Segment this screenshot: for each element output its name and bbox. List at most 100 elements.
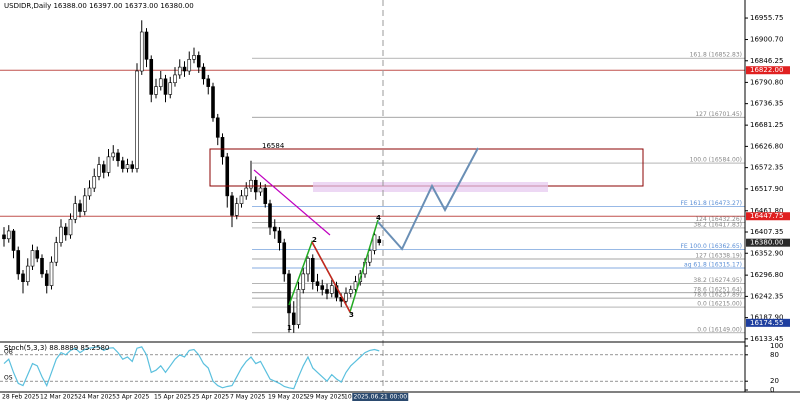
candle-body <box>163 78 168 95</box>
x-tick-label: 24 Mar 2025 <box>78 394 116 401</box>
price-tag <box>746 318 790 327</box>
level-label: OB <box>4 348 13 355</box>
candle-body <box>78 203 82 212</box>
candle-body <box>158 78 163 87</box>
y-tick-label: 16955.75 <box>750 14 783 22</box>
candle-body <box>144 31 149 60</box>
y-tick-label: 16572.35 <box>750 164 783 172</box>
y-tick-label: 16407.35 <box>750 228 783 236</box>
candle-body <box>139 31 144 72</box>
candle-body <box>59 226 63 243</box>
x-tick-label: 25 Apr 2025 <box>192 394 229 401</box>
candle-body <box>282 242 287 275</box>
y-tick-label: 16790.80 <box>750 78 783 86</box>
fib-label: 78.6 (16237.89) <box>693 292 742 299</box>
wave-label: 3 <box>349 311 354 319</box>
candle-body <box>40 257 44 275</box>
price-tag-label: 16822.00 <box>750 66 783 74</box>
fib-label: 0.0 (16215.00) <box>697 301 742 308</box>
y-tick-label: 100 <box>770 342 783 350</box>
y-tick-label: 16187.90 <box>750 314 783 322</box>
candle-body <box>192 55 196 60</box>
candle-body <box>6 230 11 240</box>
y-tick-label: 16681.25 <box>750 121 783 129</box>
candle-body <box>87 187 92 197</box>
x-tick-label: 2025.06.21 00:00 <box>353 394 407 401</box>
price-tag-label: 16174.55 <box>750 319 783 327</box>
candle-body <box>367 250 372 263</box>
candle-body <box>258 187 263 193</box>
wave-label: 1 <box>287 324 292 332</box>
candle-body <box>135 70 139 169</box>
candle-body <box>272 226 277 232</box>
indicator-title: Stoch(5,3,3) 88.8889 85.2580 <box>4 344 109 352</box>
y-tick-label: 16461.80 <box>750 207 783 215</box>
candle-body <box>63 226 68 236</box>
candle-body <box>101 164 106 173</box>
y-tick-label: 16517.90 <box>750 185 783 193</box>
candle-body <box>234 203 239 216</box>
y-tick-label: 20 <box>770 377 779 385</box>
candle-body <box>97 164 101 177</box>
candle-body <box>287 273 291 314</box>
candle-body <box>377 239 382 243</box>
x-tick-label: 19 May 2025 <box>268 394 307 401</box>
candle-body <box>249 179 253 189</box>
fib-label: 127 (16701.45) <box>695 111 742 118</box>
y-tick-label: 16296.80 <box>750 271 783 279</box>
candle-body <box>211 86 215 119</box>
candle-body <box>344 293 348 302</box>
candle-body <box>187 59 192 72</box>
candle-body <box>68 218 73 236</box>
candle-body <box>120 160 125 169</box>
stoch-line <box>3 346 380 390</box>
price-tag <box>746 238 790 247</box>
candle-body <box>277 230 282 243</box>
x-tick-label: 29 May 2025 <box>306 394 345 401</box>
candle-body <box>35 250 40 259</box>
candle-body <box>168 82 173 95</box>
candle-body <box>353 281 358 290</box>
candle-body <box>16 250 21 275</box>
wave-label: 4 <box>376 214 381 222</box>
candle-body <box>206 78 211 87</box>
level-label: OS <box>4 375 13 382</box>
candle-body <box>182 66 187 72</box>
x-tick-label: 28 Feb 2025 <box>2 394 40 401</box>
y-tick-label: 80 <box>770 351 779 359</box>
trend-line <box>253 169 331 236</box>
candle-body <box>116 152 120 162</box>
candle-body <box>149 59 154 95</box>
candle-body <box>306 257 310 275</box>
x-tick-label: 7 May 2025 <box>230 394 265 401</box>
candle-body <box>11 230 16 251</box>
candle-body <box>263 187 268 204</box>
x-tick-label: 12 Mar 2025 <box>40 394 78 401</box>
price-tag <box>746 66 790 75</box>
y-tick-label: 16846.25 <box>750 57 783 65</box>
fib-label: 38.2 (16417.83) <box>693 221 742 228</box>
candle-body <box>291 312 296 325</box>
candle-body <box>301 273 306 290</box>
candle-body <box>296 289 301 325</box>
x-tick-label: 3 Apr 2025 <box>116 394 149 401</box>
candle-body <box>201 66 206 80</box>
wave-label: 2 <box>312 236 317 244</box>
x-tick-label: 15 Apr 2025 <box>154 394 191 401</box>
candle-body <box>177 66 182 76</box>
candle-body <box>310 257 315 282</box>
fib-label: FE 161.8 (16473.27) <box>680 200 742 207</box>
price-tag-label: 16380.00 <box>750 239 783 247</box>
y-tick-label: 16133.45 <box>750 335 783 343</box>
price-panel: 161.8 (16852.83) 127 (16701.45) 100.0 (165… <box>0 20 745 333</box>
fib-label: 127 (16338.19) <box>695 252 742 259</box>
candle-body <box>239 195 244 204</box>
fib-label: 124 (16432.26) <box>695 216 742 223</box>
candle-body <box>30 250 35 267</box>
candle-body <box>92 176 97 189</box>
candle-body <box>320 285 325 290</box>
wave-down <box>311 241 351 313</box>
fib-label: 78.6 (16251.64) <box>693 286 742 293</box>
